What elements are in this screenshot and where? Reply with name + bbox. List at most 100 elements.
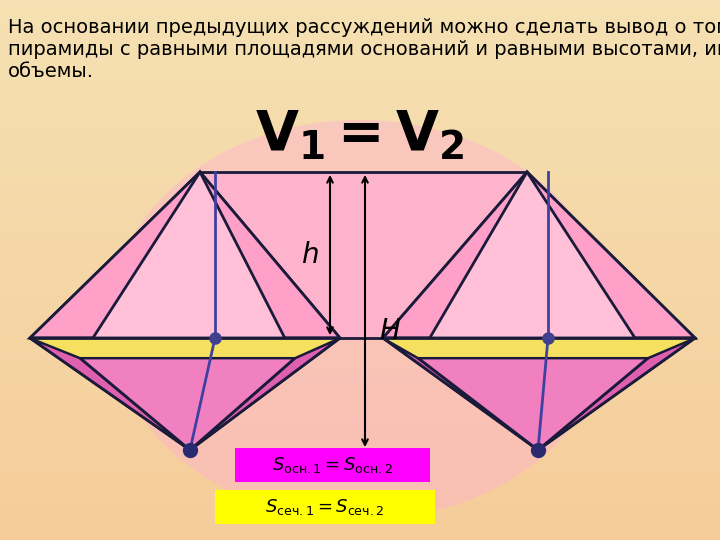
Bar (0, 124, 720, 130)
Bar (0, 302, 720, 308)
Bar (0, 65, 720, 70)
Text: $\mathbf{V_1 = V_2}$: $\mathbf{V_1 = V_2}$ (256, 108, 464, 162)
Bar (0, 189, 720, 194)
Bar (0, 194, 720, 200)
Ellipse shape (110, 120, 610, 520)
Bar (0, 448, 720, 454)
Bar (0, 22, 720, 27)
Bar (0, 108, 720, 113)
Bar (0, 292, 720, 297)
Bar (0, 216, 720, 221)
Bar (0, 437, 720, 443)
Bar (0, 70, 720, 76)
Bar (0, 119, 720, 124)
Bar (0, 5, 720, 11)
Polygon shape (383, 338, 695, 450)
Bar (0, 286, 720, 292)
Bar (0, 427, 720, 432)
Polygon shape (383, 338, 538, 450)
Bar (0, 432, 720, 437)
Polygon shape (538, 338, 695, 450)
Bar (0, 378, 720, 383)
Bar (0, 11, 720, 16)
Bar (0, 443, 720, 448)
Bar (0, 167, 720, 173)
Bar (0, 173, 720, 178)
Polygon shape (200, 172, 340, 358)
Polygon shape (190, 338, 340, 450)
Bar (0, 254, 720, 259)
Text: H: H (379, 317, 400, 345)
Bar (0, 146, 720, 151)
Bar (0, 162, 720, 167)
Bar (0, 205, 720, 211)
Bar (0, 470, 720, 475)
Bar (0, 135, 720, 140)
Bar (0, 130, 720, 135)
Text: h: h (301, 241, 319, 269)
Bar (0, 421, 720, 427)
Bar (0, 49, 720, 54)
Polygon shape (30, 172, 340, 338)
Bar (0, 351, 720, 356)
Bar (0, 535, 720, 540)
Bar (0, 281, 720, 286)
Polygon shape (383, 172, 695, 338)
Bar (0, 454, 720, 459)
Bar (0, 340, 720, 346)
Bar (0, 265, 720, 270)
Bar (0, 346, 720, 351)
Bar (0, 97, 720, 103)
Bar (0, 92, 720, 97)
Bar (0, 481, 720, 486)
Bar (0, 508, 720, 513)
Bar (0, 0, 720, 5)
Bar (0, 211, 720, 216)
Bar (0, 497, 720, 502)
Bar (0, 270, 720, 275)
Bar (0, 400, 720, 405)
Bar (0, 459, 720, 464)
Bar (0, 308, 720, 313)
Bar (0, 54, 720, 59)
Bar (0, 297, 720, 302)
Polygon shape (80, 172, 295, 358)
Bar (0, 524, 720, 529)
Bar (0, 324, 720, 329)
Bar (0, 356, 720, 362)
Bar (0, 416, 720, 421)
Bar (0, 32, 720, 38)
Bar (0, 383, 720, 389)
Text: $S_{\mathregular{осн.1}} = S_{\mathregular{осн.2}}$: $S_{\mathregular{осн.1}} = S_{\mathregul… (272, 455, 393, 475)
Bar (0, 76, 720, 81)
Bar (0, 410, 720, 416)
Bar (0, 113, 720, 119)
Bar (0, 313, 720, 319)
Bar (0, 513, 720, 518)
Bar (0, 59, 720, 65)
Bar (0, 43, 720, 49)
Bar (0, 529, 720, 535)
Bar (0, 329, 720, 335)
Bar (0, 394, 720, 400)
Bar (0, 103, 720, 108)
Polygon shape (418, 172, 648, 358)
Bar (0, 27, 720, 32)
Bar (0, 38, 720, 43)
Bar (0, 367, 720, 373)
Text: На основании предыдущих рассуждений можно сделать вывод о том, что: На основании предыдущих рассуждений можн… (8, 18, 720, 37)
Polygon shape (418, 358, 648, 450)
Bar (0, 178, 720, 184)
Bar (0, 335, 720, 340)
Bar (0, 373, 720, 378)
Polygon shape (30, 338, 190, 450)
Bar (0, 157, 720, 162)
Polygon shape (30, 338, 340, 358)
Bar (0, 464, 720, 470)
Bar (0, 140, 720, 146)
Polygon shape (30, 338, 340, 450)
Bar (0, 518, 720, 524)
Bar (0, 16, 720, 22)
Bar (0, 259, 720, 265)
Bar (0, 184, 720, 189)
